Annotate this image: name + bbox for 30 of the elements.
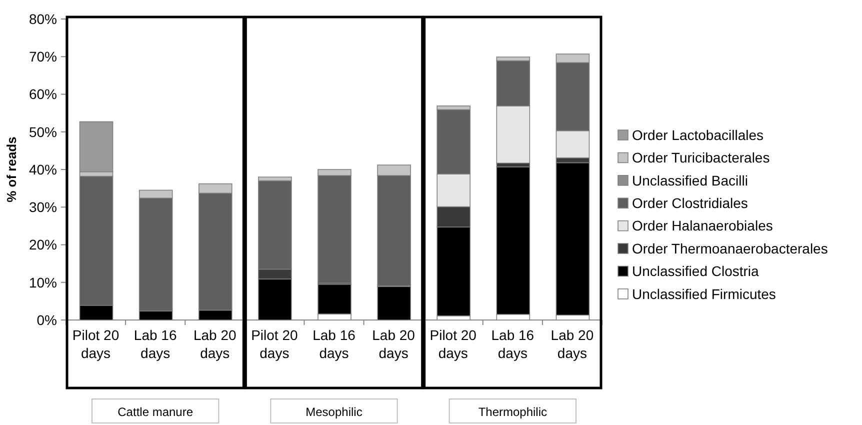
y-tick-label: 50% bbox=[28, 124, 57, 140]
legend-label: Unclassified Firmicutes bbox=[632, 286, 776, 302]
legend-label: Order Thermoanaerobacterales bbox=[632, 240, 828, 256]
x-tick-label: Lab 20 days bbox=[550, 327, 594, 361]
y-tick-label: 10% bbox=[28, 274, 57, 290]
x-tick-label: Lab 16 days bbox=[312, 327, 356, 361]
y-axis-title: % of reads bbox=[4, 136, 19, 202]
y-tick-label: 20% bbox=[28, 236, 57, 253]
x-tick-label: Lab 16 days bbox=[134, 327, 177, 361]
legend-label: Order Turicibacterales bbox=[632, 150, 770, 166]
legend-label: Order Lactobacillales bbox=[632, 126, 764, 143]
text: Cattle manure bbox=[118, 405, 194, 419]
legend-label: Order Clostridiales bbox=[632, 195, 748, 211]
y-tick-label: 30% bbox=[28, 199, 57, 216]
x-tick-label: Pilot 20 days bbox=[430, 327, 477, 361]
x-tick-label: Pilot 20 days bbox=[72, 327, 120, 361]
x-tick-label: Pilot 20 days bbox=[251, 327, 298, 361]
y-tick-label: 60% bbox=[28, 86, 57, 102]
y-tick-label: 70% bbox=[28, 48, 57, 65]
y-tick-label: 0% bbox=[36, 312, 57, 328]
x-tick-label: Lab 16 days bbox=[491, 327, 534, 361]
text: Thermophilic bbox=[478, 405, 548, 419]
text: Mesophilic bbox=[306, 405, 362, 419]
x-tick-label: Lab 20 days bbox=[193, 327, 237, 361]
legend-label: Order Halanaerobiales bbox=[632, 218, 773, 234]
y-tick-label: 80% bbox=[28, 10, 57, 27]
x-tick-label: Lab 20 days bbox=[372, 327, 416, 361]
legend-label: Unclassified Bacilli bbox=[632, 172, 748, 188]
y-tick-label: 40% bbox=[28, 161, 57, 178]
legend-label: Unclassified Clostria bbox=[632, 263, 760, 280]
